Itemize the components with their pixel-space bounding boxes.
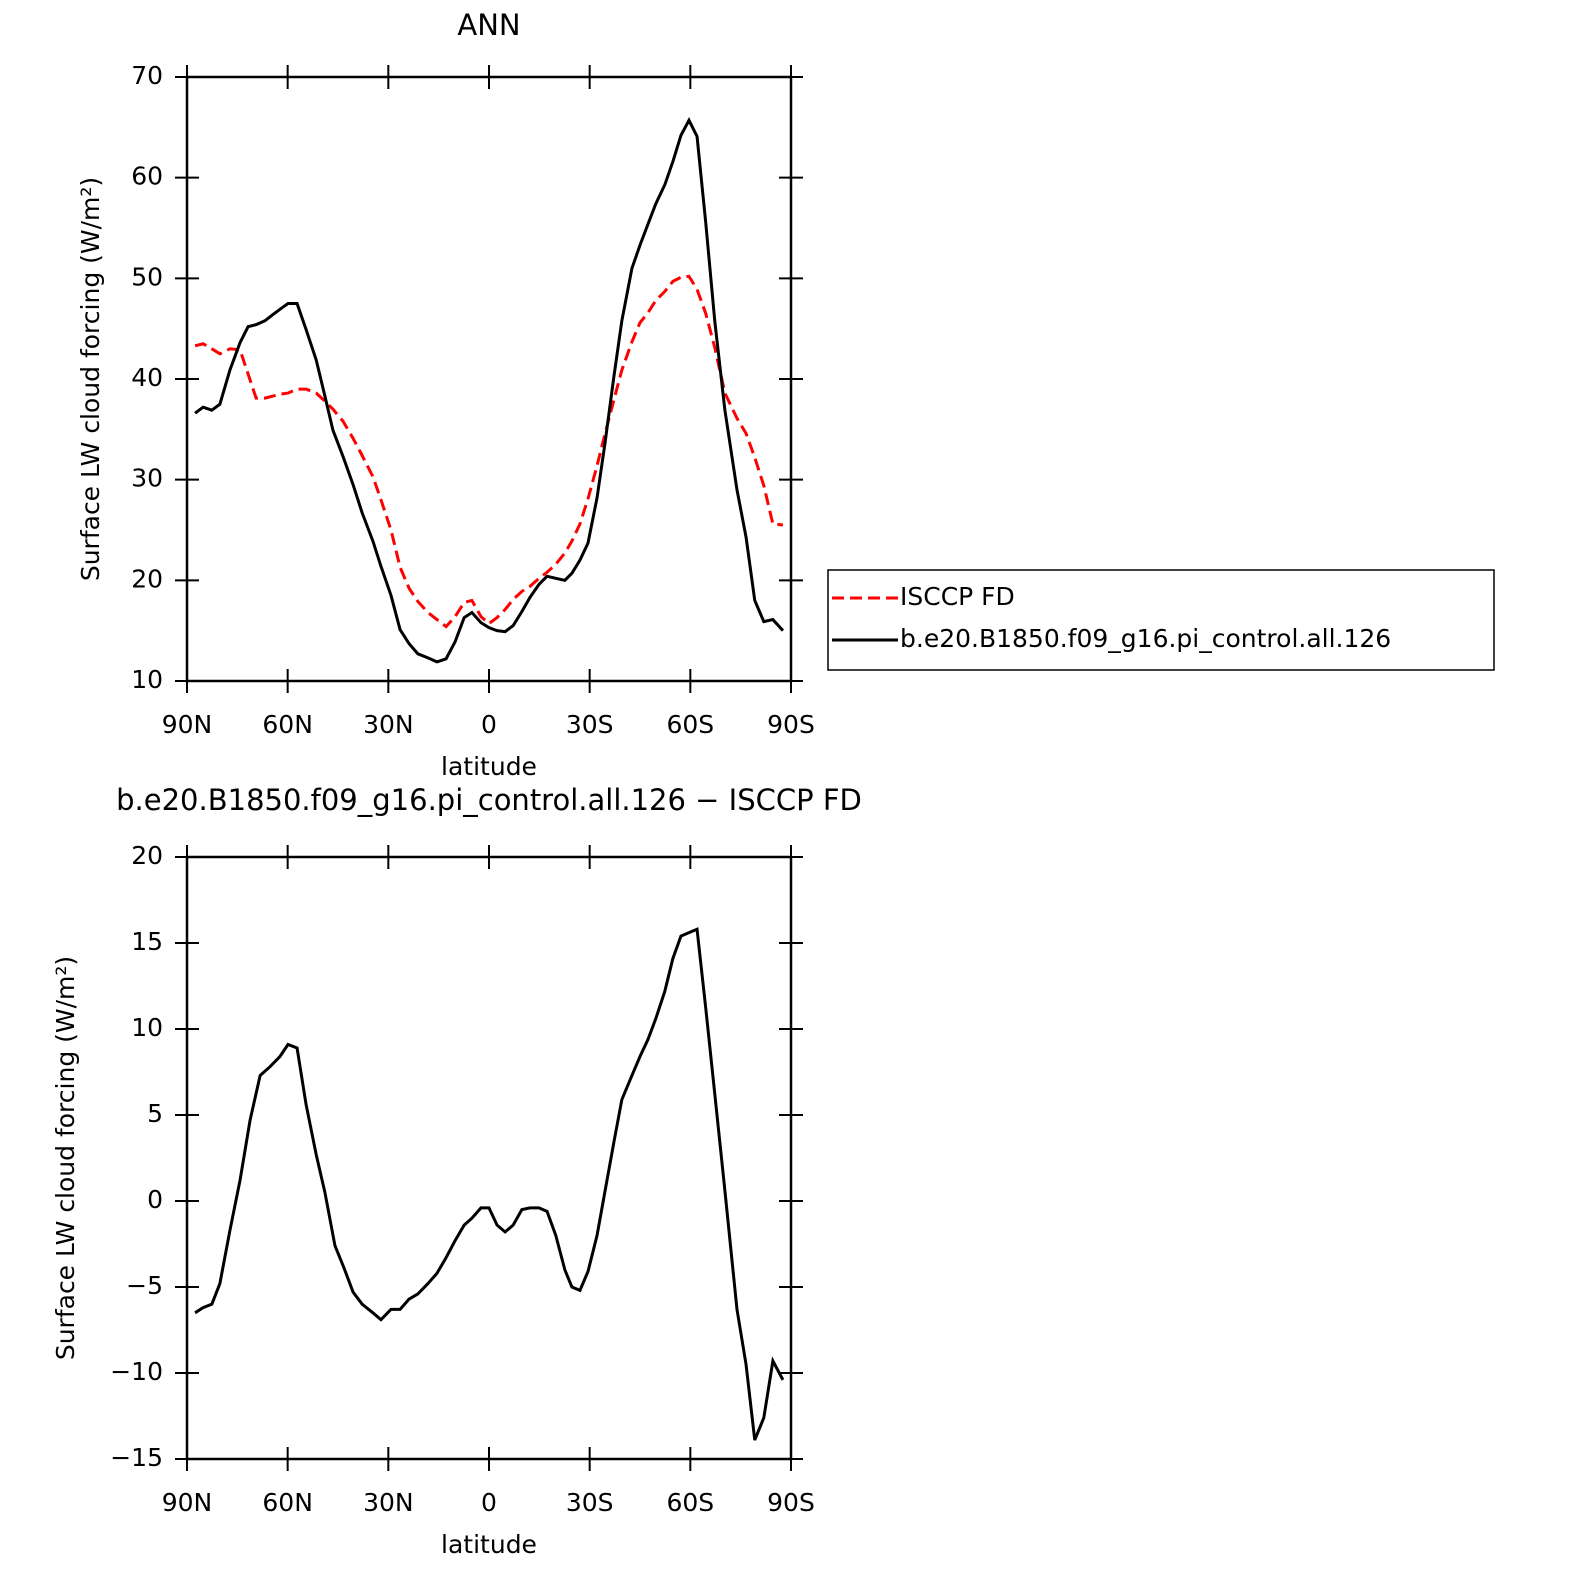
y-tick-label: 20 bbox=[131, 841, 163, 870]
x-tick-label: 90N bbox=[162, 710, 213, 739]
x-tick-label: 30N bbox=[363, 1488, 414, 1517]
legend-label: b.e20.B1850.f09_g16.pi_control.all.126 bbox=[900, 624, 1391, 653]
data-line bbox=[194, 117, 785, 664]
y-tick-label: 10 bbox=[131, 665, 163, 694]
legend-box bbox=[827, 569, 1495, 671]
y-tick-label: 20 bbox=[131, 564, 163, 593]
x-tick-label: 90N bbox=[162, 1488, 213, 1517]
x-tick-label: 90S bbox=[767, 1488, 815, 1517]
y-tick-label: 15 bbox=[131, 927, 163, 956]
x-tick-label: 30N bbox=[363, 710, 414, 739]
chart-title: b.e20.B1850.f09_g16.pi_control.all.126 −… bbox=[116, 783, 862, 817]
y-tick-label: 5 bbox=[147, 1099, 163, 1128]
y-tick-label: −5 bbox=[126, 1271, 163, 1300]
data-line bbox=[194, 274, 784, 629]
x-axis-label: latitude bbox=[441, 1530, 537, 1559]
y-tick-label: 10 bbox=[131, 1013, 163, 1042]
y-tick-label: 0 bbox=[147, 1185, 163, 1214]
x-tick-label: 0 bbox=[481, 1488, 497, 1517]
y-tick-label: 60 bbox=[131, 162, 163, 191]
y-tick-label: 50 bbox=[131, 262, 163, 291]
y-tick-label: −10 bbox=[110, 1357, 163, 1386]
x-tick-label: 90S bbox=[767, 710, 815, 739]
x-tick-label: 60N bbox=[262, 1488, 313, 1517]
chart-title: ANN bbox=[457, 8, 520, 42]
x-tick-label: 30S bbox=[566, 710, 614, 739]
data-line bbox=[194, 927, 785, 1441]
x-axis-label: latitude bbox=[441, 752, 537, 781]
x-tick-label: 60S bbox=[666, 710, 714, 739]
x-tick-label: 60N bbox=[262, 710, 313, 739]
x-tick-label: 60S bbox=[666, 1488, 714, 1517]
legend-label: ISCCP FD bbox=[900, 582, 1015, 611]
y-tick-label: 70 bbox=[131, 61, 163, 90]
x-tick-label: 30S bbox=[566, 1488, 614, 1517]
y-tick-label: 30 bbox=[131, 464, 163, 493]
x-tick-label: 0 bbox=[481, 710, 497, 739]
y-tick-label: −15 bbox=[110, 1443, 163, 1472]
y-axis-label: Surface LW cloud forcing (W/m²) bbox=[51, 956, 80, 1360]
y-tick-label: 40 bbox=[131, 363, 163, 392]
y-axis-label: Surface LW cloud forcing (W/m²) bbox=[76, 177, 105, 581]
